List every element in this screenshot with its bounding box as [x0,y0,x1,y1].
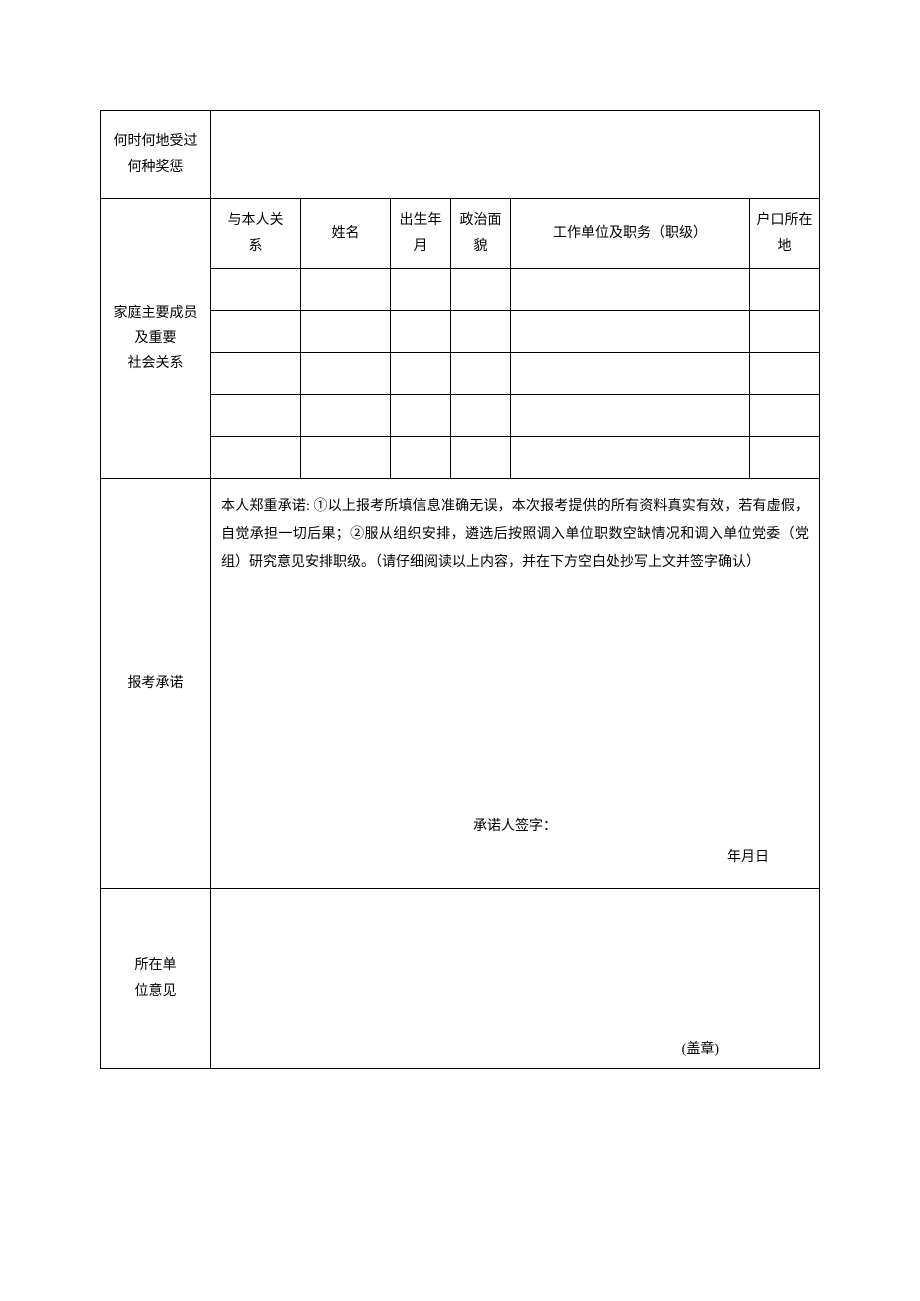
signature-block: 承诺人签字： 年月日 [221,812,809,874]
family-cell-birth [391,395,451,437]
family-cell-work [511,437,750,479]
family-cell-name [301,269,391,311]
family-cell-name [301,311,391,353]
commitment-label: 报考承诺 [101,479,211,889]
unit-opinion-content: (盖章) [211,889,820,1069]
family-cell-relation [211,395,301,437]
family-header-hukou: 户口所在 地 [749,199,819,269]
awards-value [211,111,820,199]
family-cell-hukou [749,311,819,353]
family-cell-hukou [749,353,819,395]
unit-opinion-label: 所在单 位意见 [101,889,211,1069]
family-cell-hukou [749,395,819,437]
family-cell-work [511,269,750,311]
family-cell-relation [211,437,301,479]
awards-row: 何时何地受过 何种奖惩 [101,111,820,199]
family-cell-politics [451,269,511,311]
family-cell-hukou [749,269,819,311]
family-cell-birth [391,311,451,353]
family-header-row: 家庭主要成员 及重要 社会关系 与本人关 系 姓名 出生年 月 政治面 貌 工作… [101,199,820,269]
commitment-text: 本人郑重承诺: ①以上报考所填信息准确无误，本次报考提供的所有资料真实有效，若有… [221,493,809,577]
family-cell-hukou [749,437,819,479]
family-cell-name [301,353,391,395]
family-header-politics: 政治面 貌 [451,199,511,269]
family-cell-politics [451,437,511,479]
commitment-row: 报考承诺 本人郑重承诺: ①以上报考所填信息准确无误，本次报考提供的所有资料真实… [101,479,820,889]
family-cell-work [511,395,750,437]
family-cell-work [511,353,750,395]
family-cell-relation [211,353,301,395]
unit-opinion-row: 所在单 位意见 (盖章) [101,889,820,1069]
family-header-work: 工作单位及职务（职级） [511,199,750,269]
signature-label: 承诺人签字： [221,812,809,843]
family-cell-name [301,437,391,479]
family-cell-birth [391,437,451,479]
family-cell-work [511,311,750,353]
family-header-birth: 出生年 月 [391,199,451,269]
awards-label: 何时何地受过 何种奖惩 [101,111,211,199]
family-cell-politics [451,395,511,437]
commitment-content: 本人郑重承诺: ①以上报考所填信息准确无误，本次报考提供的所有资料真实有效，若有… [211,479,820,889]
family-label: 家庭主要成员 及重要 社会关系 [101,199,211,479]
family-cell-relation [211,269,301,311]
family-cell-birth [391,353,451,395]
family-cell-politics [451,311,511,353]
family-cell-politics [451,353,511,395]
family-cell-relation [211,311,301,353]
family-cell-name [301,395,391,437]
stamp-label: (盖章) [682,1042,719,1057]
family-cell-birth [391,269,451,311]
family-header-name: 姓名 [301,199,391,269]
application-form-table: 何时何地受过 何种奖惩 家庭主要成员 及重要 社会关系 与本人关 系 姓名 出生… [100,110,820,1069]
family-header-relation: 与本人关 系 [211,199,301,269]
date-label: 年月日 [221,843,809,874]
